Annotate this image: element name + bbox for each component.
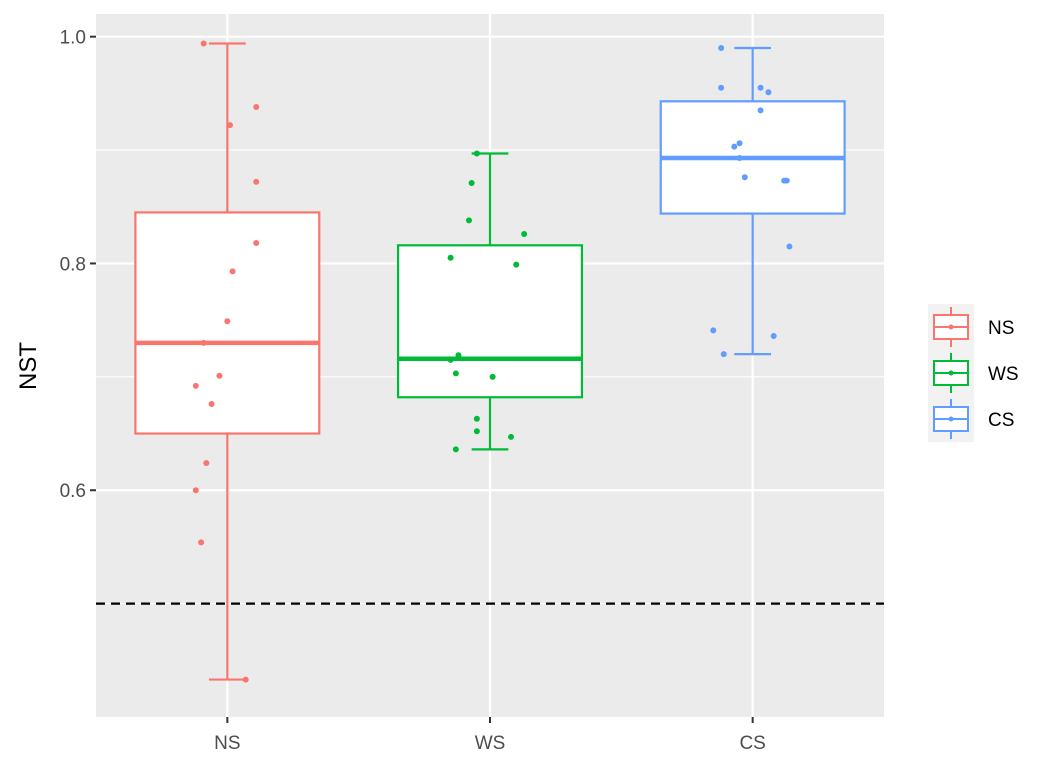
boxplot-ws — [396, 152, 584, 451]
legend: NS WS CS — [928, 304, 1019, 442]
legend-item-ws: WS — [928, 350, 1019, 396]
data-point — [198, 539, 205, 546]
jitter-points — [192, 40, 793, 683]
y-tick-label: 0.8 — [60, 254, 86, 275]
data-point — [757, 84, 764, 91]
data-point — [765, 89, 772, 96]
data-point — [447, 356, 454, 363]
data-point — [200, 339, 207, 346]
data-point — [447, 254, 454, 261]
y-axis-title: NST — [15, 342, 42, 390]
data-point — [253, 103, 260, 110]
data-point — [736, 155, 743, 162]
boxplot-cs — [659, 46, 846, 356]
legend-key-point — [948, 324, 954, 330]
data-point — [786, 243, 793, 250]
x-tick-label: WS — [475, 733, 506, 754]
data-point — [731, 143, 738, 150]
data-point — [710, 327, 717, 334]
y-axis: 0.6 0.8 1.0 — [60, 28, 96, 502]
box-iqr — [396, 244, 584, 399]
data-point — [200, 40, 207, 47]
data-point — [489, 373, 496, 380]
data-point — [473, 428, 480, 435]
data-point — [192, 487, 199, 494]
data-point — [216, 372, 223, 379]
data-point — [720, 351, 727, 358]
x-axis: NS WS CS — [214, 717, 766, 754]
x-tick-label: CS — [739, 733, 765, 754]
legend-item-cs: CS — [928, 396, 1014, 442]
legend-label: WS — [988, 364, 1019, 385]
data-point — [783, 177, 790, 184]
data-point — [513, 261, 520, 268]
data-point — [757, 107, 764, 114]
data-point — [229, 268, 236, 275]
data-point — [741, 174, 748, 181]
data-point — [452, 446, 459, 453]
data-point — [736, 140, 743, 147]
y-tick-label: 1.0 — [60, 28, 86, 49]
legend-label: CS — [988, 410, 1014, 431]
legend-item-ns: NS — [928, 304, 1014, 350]
y-tick-label: 0.6 — [60, 481, 86, 502]
data-point — [473, 415, 480, 422]
data-point — [224, 318, 231, 325]
data-point — [455, 352, 462, 359]
x-tick-label: NS — [214, 733, 240, 754]
data-point — [770, 333, 777, 340]
data-point — [521, 230, 528, 237]
data-point — [718, 84, 725, 91]
data-point — [253, 178, 260, 185]
legend-label: NS — [988, 318, 1014, 339]
boxplots — [134, 42, 846, 681]
legend-key-point — [948, 416, 954, 422]
data-point — [253, 240, 260, 247]
data-point — [718, 45, 725, 52]
data-point — [508, 433, 515, 440]
legend-key-point — [948, 370, 954, 376]
data-point — [226, 122, 233, 129]
data-point — [208, 401, 215, 408]
data-point — [473, 150, 480, 157]
data-point — [468, 179, 475, 186]
data-point — [192, 382, 199, 389]
data-point — [203, 460, 210, 467]
data-point — [465, 217, 472, 224]
data-point — [242, 676, 249, 683]
data-point — [452, 370, 459, 377]
